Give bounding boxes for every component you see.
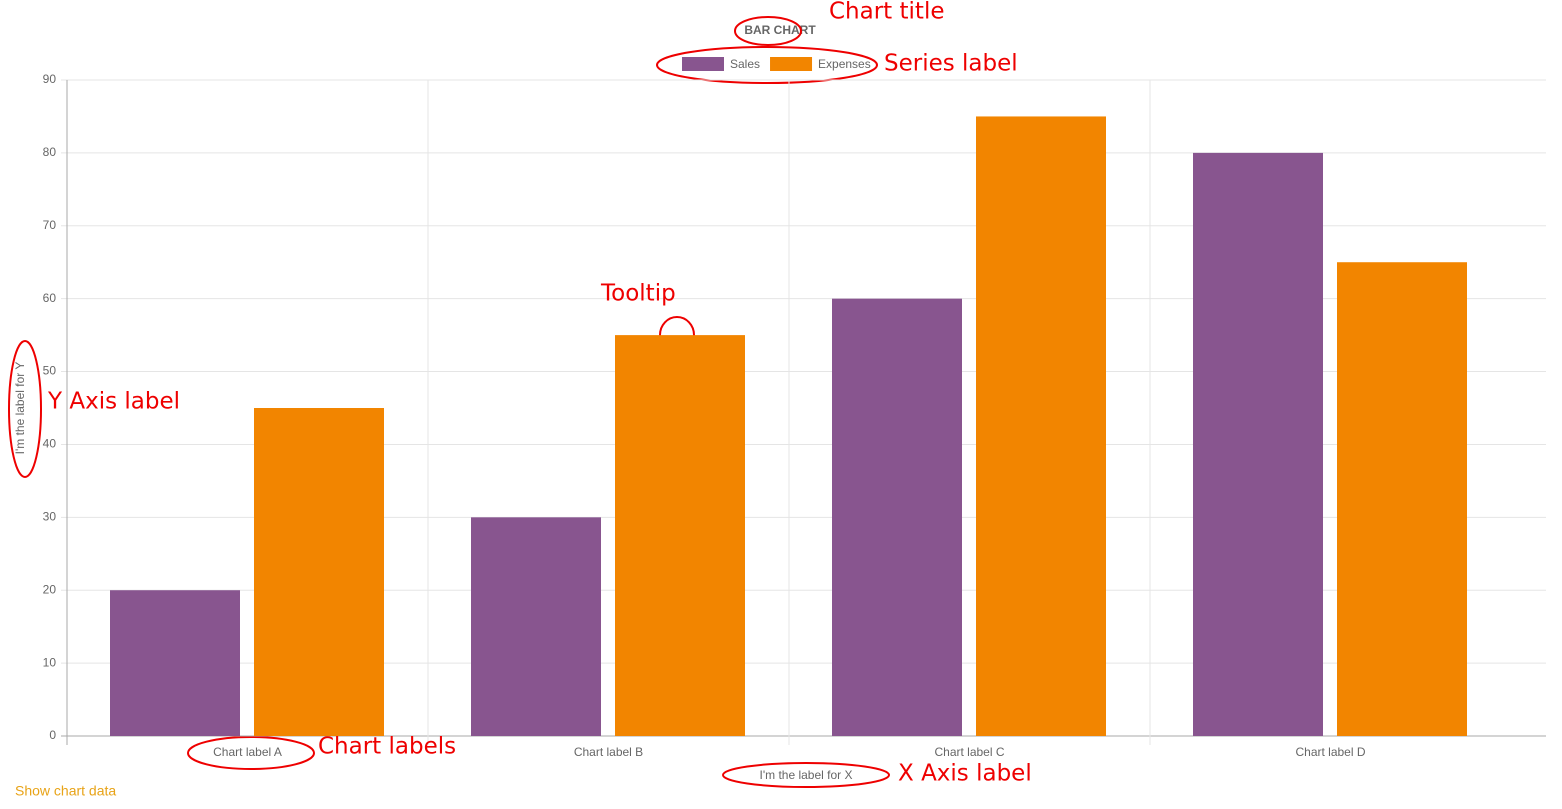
- y-tick-label: 80: [43, 145, 57, 159]
- bar: [254, 408, 384, 736]
- x-tick-label: Chart label C: [934, 745, 1004, 759]
- x-axis-label: I'm the label for X: [760, 768, 853, 782]
- annotation: Tooltip: [600, 281, 676, 307]
- legend-label: Sales: [730, 57, 760, 71]
- legend-label: Expenses: [818, 57, 871, 71]
- y-tick-label: 20: [43, 582, 57, 596]
- y-tick-label: 10: [43, 655, 57, 669]
- annotation-ellipse: [656, 46, 878, 84]
- legend-swatch: [682, 57, 724, 71]
- annotation: Chart labels: [318, 734, 456, 760]
- annotation: X Axis label: [898, 761, 1032, 787]
- legend-swatch: [770, 57, 813, 71]
- y-axis-label: I'm the label for Y: [13, 362, 27, 455]
- annotation: Chart title: [829, 0, 944, 25]
- show-data-link[interactable]: Show chart data: [15, 783, 116, 799]
- chart-title: BAR CHART: [744, 23, 816, 37]
- y-tick-label: 90: [43, 72, 57, 86]
- annotation-ellipse: [187, 736, 315, 770]
- y-tick-label: 50: [43, 364, 57, 378]
- annotation-shapes: [8, 16, 890, 788]
- x-tick-label: Chart label D: [1295, 745, 1365, 759]
- bar: [471, 517, 601, 736]
- bar: [110, 590, 240, 736]
- y-tick-label: 60: [43, 291, 57, 305]
- annotation: Y Axis label: [47, 389, 180, 415]
- annotation-ellipse: [734, 16, 802, 46]
- x-tick-label: Chart label A: [213, 745, 282, 759]
- annotation: Series label: [884, 51, 1018, 77]
- y-tick-label: 0: [49, 728, 56, 742]
- bar: [615, 335, 745, 736]
- annotation-ellipse: [8, 340, 42, 478]
- y-tick-label: 30: [43, 510, 57, 524]
- bar: [1337, 262, 1467, 736]
- bar: [1193, 152, 1323, 736]
- x-tick-label: Chart label B: [574, 745, 643, 759]
- bar: [832, 298, 962, 736]
- annotation-ellipse: [722, 762, 890, 788]
- bar: [976, 116, 1106, 736]
- y-tick-label: 70: [43, 218, 57, 232]
- y-tick-label: 40: [43, 437, 57, 451]
